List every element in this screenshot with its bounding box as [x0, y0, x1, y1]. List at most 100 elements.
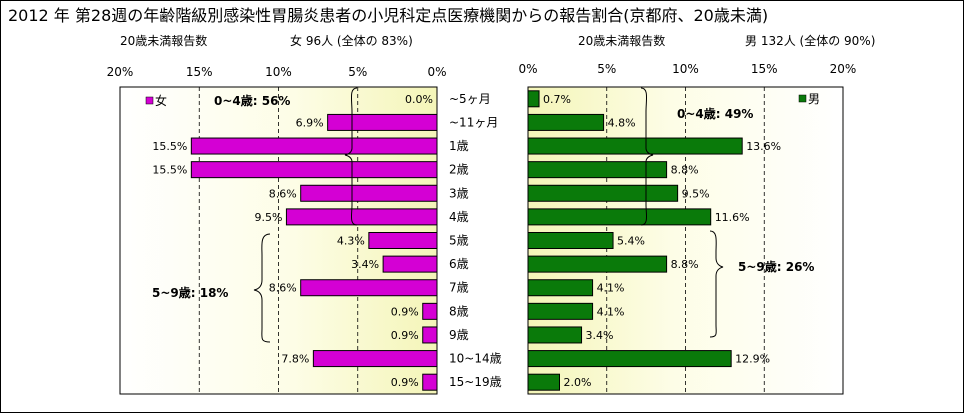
male-bar [527, 137, 743, 155]
female-bar [422, 302, 438, 320]
male-0-4-annotation: 0~4歳: 49% [640, 87, 753, 226]
female-value-label: 9.5% [254, 211, 282, 224]
female-value-label: 4.3% [337, 235, 365, 248]
category-label: 10~14歳 [449, 352, 502, 366]
female-5-9-label: 5~9歳: 18% [152, 285, 228, 300]
male-x-tick-label: 15% [751, 62, 778, 76]
male-value-label: 4.1% [597, 282, 625, 295]
category-label: 6歳 [449, 257, 469, 271]
male-x-tick-label: 20% [830, 62, 857, 76]
female-x-tick-label: 5% [348, 65, 367, 79]
male-value-labels: 0.7% 4.8% 13.6% 8.8% 9.5% 11.6% 5.4% 8.8% 4.1% 4.… [543, 93, 781, 389]
male-bar [527, 255, 668, 273]
female-bar [382, 255, 438, 273]
female-5-9-brace [253, 233, 271, 343]
female-value-label: 7.8% [281, 353, 309, 366]
female-panel: 20% 15% 10% 5% 0% 0.0% 6.9% 15.5% 15.5% 8.6% 9.5%… [107, 65, 447, 395]
female-count-label: 20歳未満報告数 [120, 33, 207, 48]
male-x-tick-label: 10% [672, 62, 699, 76]
female-value-label: 6.9% [296, 116, 324, 129]
chart-title: 2012 年 第28週の年齢階級別感染性胃腸炎患者の小児科定点医療機関からの報告… [8, 6, 768, 25]
male-value-label: 13.6% [746, 140, 781, 153]
female-x-tick-label: 10% [265, 65, 292, 79]
female-0-4-label: 0~4歳: 56% [214, 93, 290, 108]
male-bars [527, 90, 743, 391]
male-x-ticks: 0% 5% 10% 15% 20% [518, 62, 856, 76]
male-5-9-annotation: 5~9歳: 26% [709, 230, 814, 338]
female-value-label: 0.9% [391, 376, 419, 389]
male-bar [527, 184, 679, 202]
female-value-label: 3.4% [351, 258, 379, 271]
female-bar [300, 279, 438, 297]
category-label: 15~19歳 [449, 375, 502, 389]
male-bar [527, 350, 732, 368]
female-value-label: 0.0% [405, 93, 433, 106]
male-panel: 0% 5% 10% 15% 20% 0.7% 4.8% 13.6% 8.8% 9.5% 11.6%… [518, 62, 856, 395]
female-x-tick-label: 0% [427, 65, 446, 79]
female-legend-label: 女 [155, 93, 167, 108]
female-bar [190, 137, 438, 155]
category-label: 1歳 [449, 139, 469, 153]
female-bar [422, 373, 438, 391]
category-label: 2歳 [449, 163, 469, 177]
female-x-ticks: 20% 15% 10% 5% 0% [107, 65, 447, 79]
female-bars [190, 113, 438, 391]
category-label: 3歳 [449, 186, 469, 200]
male-legend-swatch [798, 94, 807, 103]
female-value-labels: 0.0% 6.9% 15.5% 15.5% 8.6% 9.5% 4.3% 3.4% 8.6% 0.… [152, 93, 433, 389]
male-bar [527, 326, 583, 344]
category-label: ~5ヶ月 [449, 92, 491, 106]
female-bar [327, 113, 438, 131]
male-x-tick-label: 0% [518, 62, 537, 76]
male-bar [527, 208, 712, 226]
male-value-label: 8.8% [671, 258, 699, 271]
category-label: 8歳 [449, 304, 469, 318]
female-0-4-annotation: 0~4歳: 56% [214, 87, 358, 226]
female-value-label: 8.6% [269, 187, 297, 200]
female-summary: 女 96人 (全体の 83%) [290, 33, 413, 48]
male-bar [527, 113, 605, 131]
male-value-label: 0.7% [543, 93, 571, 106]
male-value-label: 11.6% [715, 211, 750, 224]
female-0-4-brace [344, 87, 358, 226]
category-label: 9歳 [449, 328, 469, 342]
male-value-label: 5.4% [617, 235, 645, 248]
female-value-label: 0.9% [391, 329, 419, 342]
male-value-label: 8.8% [671, 164, 699, 177]
female-value-label: 8.6% [269, 282, 297, 295]
male-value-label: 4.8% [608, 116, 636, 129]
category-labels: ~5ヶ月 ~11ヶ月 1歳 2歳 3歳 4歳 5歳 6歳 7歳 8歳 9歳 10~14歳 15~19歳 [449, 92, 502, 389]
male-bar [527, 161, 668, 179]
male-0-4-label: 0~4歳: 49% [677, 106, 753, 121]
male-5-9-label: 5~9歳: 26% [738, 259, 814, 274]
male-value-label: 12.9% [735, 353, 770, 366]
male-value-label: 4.1% [597, 305, 625, 318]
male-value-label: 9.5% [682, 187, 710, 200]
male-bar [527, 279, 594, 297]
female-x-tick-label: 15% [186, 65, 213, 79]
female-5-9-annotation: 5~9歳: 18% [152, 233, 271, 343]
male-bar [527, 232, 614, 249]
female-legend-swatch [145, 96, 154, 105]
male-summary: 男 132人 (全体の 90%) [745, 33, 875, 48]
female-bar [285, 208, 438, 226]
male-0-4-brace [640, 87, 654, 226]
category-label: 4歳 [449, 210, 469, 224]
female-bar [300, 184, 438, 202]
male-5-9-brace [709, 230, 724, 338]
female-bar [368, 232, 438, 249]
category-label: 5歳 [449, 234, 469, 248]
male-count-label: 20歳未満報告数 [578, 33, 665, 48]
male-bar [527, 373, 560, 391]
male-value-label: 2.0% [564, 376, 592, 389]
female-x-tick-label: 20% [107, 65, 134, 79]
male-value-label: 3.4% [586, 329, 614, 342]
female-value-label: 15.5% [152, 164, 187, 177]
male-x-tick-label: 5% [597, 62, 616, 76]
female-bar [190, 161, 438, 179]
female-value-label: 15.5% [152, 140, 187, 153]
category-label: ~11ヶ月 [449, 115, 498, 129]
male-bar [527, 90, 540, 108]
